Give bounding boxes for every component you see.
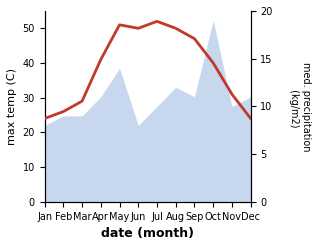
X-axis label: date (month): date (month) (101, 227, 194, 240)
Y-axis label: max temp (C): max temp (C) (7, 68, 17, 145)
Y-axis label: med. precipitation
 (kg/m2): med. precipitation (kg/m2) (289, 62, 311, 151)
